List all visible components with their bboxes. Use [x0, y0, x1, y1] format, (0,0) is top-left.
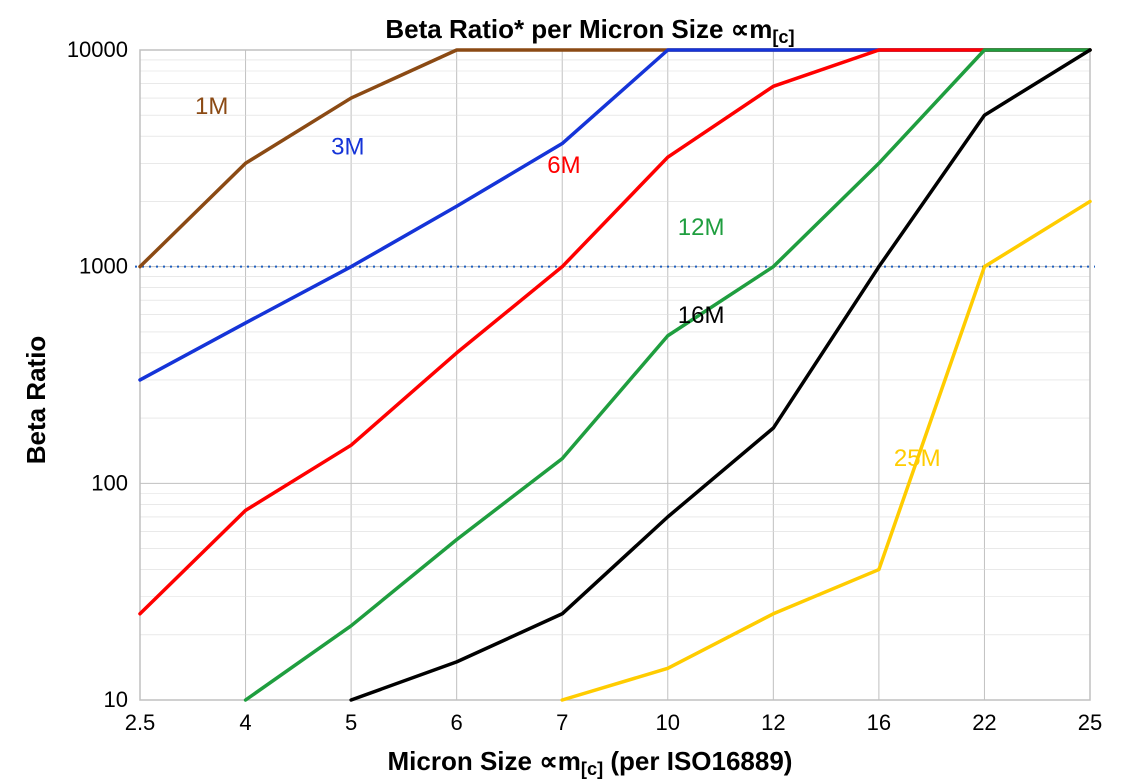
x-tick-label: 10	[656, 710, 680, 735]
series-label-12M: 12M	[678, 214, 725, 241]
y-axis-title: Beta Ratio	[21, 336, 51, 465]
y-tick-label: 100	[91, 470, 128, 495]
x-tick-label: 25	[1078, 710, 1102, 735]
x-axis-title: Micron Size ∝m[c] (per ISO16889)	[388, 746, 793, 779]
y-tick-label: 10000	[67, 37, 128, 62]
x-tick-label: 22	[972, 710, 996, 735]
x-tick-label: 12	[761, 710, 785, 735]
series-label-16M: 16M	[678, 302, 725, 329]
beta-ratio-chart: Beta Ratio* per Micron Size ∝m[c] Beta R…	[0, 0, 1136, 784]
x-tick-label: 16	[867, 710, 891, 735]
x-tick-label: 5	[345, 710, 357, 735]
plot-area: 2.5 4 5 6 7 10 12 16 22 25 10 100 1000 10000 1M 3M 6M 12M…	[67, 37, 1102, 735]
chart-container: Beta Ratio* per Micron Size ∝m[c] Beta R…	[0, 0, 1136, 784]
x-tick-label: 7	[556, 710, 568, 735]
x-tick-label: 4	[239, 710, 251, 735]
x-tick-label: 6	[451, 710, 463, 735]
series-label-25M: 25M	[894, 445, 941, 472]
series-label-3M: 3M	[331, 133, 364, 160]
x-tick-label: 2.5	[125, 710, 156, 735]
series-label-6M: 6M	[547, 152, 580, 179]
chart-title: Beta Ratio* per Micron Size ∝m[c]	[385, 14, 794, 47]
y-tick-label: 1000	[79, 254, 128, 279]
series-label-1M: 1M	[195, 93, 228, 120]
y-tick-label: 10	[104, 687, 128, 712]
